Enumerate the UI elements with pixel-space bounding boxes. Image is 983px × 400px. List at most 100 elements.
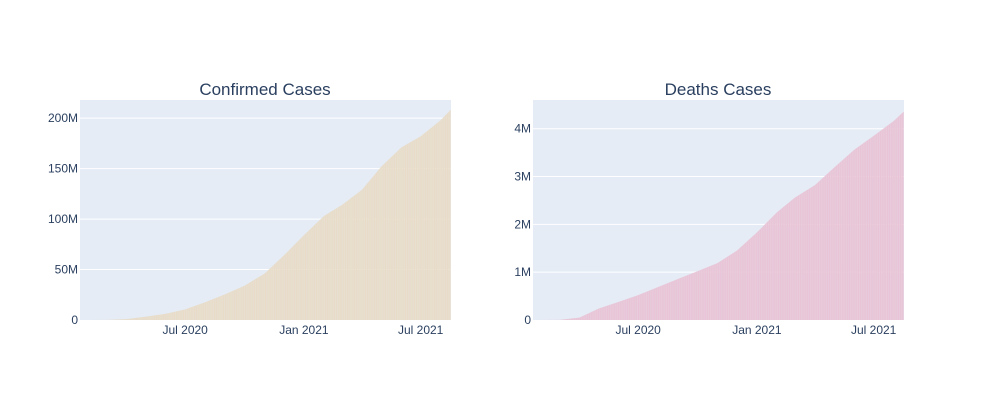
bar <box>353 196 354 320</box>
bar <box>642 293 644 320</box>
bar <box>677 279 678 320</box>
bar <box>121 319 123 320</box>
bar <box>772 216 774 320</box>
bar <box>833 167 835 320</box>
bar <box>372 176 374 320</box>
bar <box>397 150 399 320</box>
bar <box>745 242 747 320</box>
bar <box>692 273 693 320</box>
bar <box>777 211 778 320</box>
bar <box>362 188 364 320</box>
bar <box>412 140 414 320</box>
bar <box>359 191 360 320</box>
bar <box>159 314 160 320</box>
bar <box>733 252 735 320</box>
bar <box>202 302 204 320</box>
bar <box>863 142 865 320</box>
bar <box>284 254 286 320</box>
bar <box>318 221 320 320</box>
bar <box>673 280 675 320</box>
bar <box>314 224 316 320</box>
bar <box>158 314 160 320</box>
bar <box>705 267 707 320</box>
bar <box>164 313 166 320</box>
bar <box>209 300 211 320</box>
bar <box>782 207 784 320</box>
bar <box>793 198 795 320</box>
bar <box>185 309 187 320</box>
bar <box>416 138 418 320</box>
bar <box>844 157 846 320</box>
bar <box>840 161 842 320</box>
bar <box>832 168 834 320</box>
bar <box>128 318 130 320</box>
bar <box>739 247 741 320</box>
bar <box>309 229 311 320</box>
bar <box>220 295 222 320</box>
bar <box>370 178 372 320</box>
bar <box>684 276 686 320</box>
bar <box>819 180 821 320</box>
bar <box>651 289 653 320</box>
bar <box>253 279 255 320</box>
bar <box>377 170 379 320</box>
bar <box>867 140 869 320</box>
bar <box>206 301 207 320</box>
bar <box>768 220 769 320</box>
bar <box>326 214 328 320</box>
y-tick-label: 200M <box>48 111 78 125</box>
bar <box>601 307 602 320</box>
bar <box>629 298 631 320</box>
bar <box>573 318 574 320</box>
bar <box>681 277 683 320</box>
bar <box>610 304 612 320</box>
bar <box>399 149 400 320</box>
bar <box>344 203 345 320</box>
bar <box>630 297 632 320</box>
bar <box>875 133 877 320</box>
bar <box>829 171 831 320</box>
bar <box>232 290 234 320</box>
bar <box>189 307 191 320</box>
bar <box>673 280 675 320</box>
bar <box>311 227 312 320</box>
bar <box>230 291 232 320</box>
bar <box>419 137 420 320</box>
bar <box>400 148 402 320</box>
bar <box>153 315 154 320</box>
bar <box>164 313 165 320</box>
bar <box>812 186 814 320</box>
bar <box>725 257 727 320</box>
bar <box>792 199 793 320</box>
bar <box>885 126 887 320</box>
bar <box>819 181 820 320</box>
bar <box>129 318 131 320</box>
bar <box>852 150 854 320</box>
bar <box>135 317 137 320</box>
bar <box>882 129 884 320</box>
bar <box>742 245 744 320</box>
bar <box>569 318 571 320</box>
bar <box>434 124 436 320</box>
bar <box>284 254 285 320</box>
bar <box>436 123 438 320</box>
bar <box>839 162 840 320</box>
bar <box>419 136 421 320</box>
bar <box>802 192 804 320</box>
bar <box>744 243 745 320</box>
bar <box>289 249 291 320</box>
bar <box>568 318 569 320</box>
bar <box>573 318 575 320</box>
bar <box>612 303 613 320</box>
bar <box>264 272 266 320</box>
bar <box>246 284 248 320</box>
bar <box>710 265 711 320</box>
bar <box>277 260 279 320</box>
bar <box>776 212 778 320</box>
bar <box>590 312 592 320</box>
bar <box>125 319 127 320</box>
bar <box>326 214 327 320</box>
bar <box>218 296 220 320</box>
bar <box>285 253 287 320</box>
bar <box>262 274 263 320</box>
